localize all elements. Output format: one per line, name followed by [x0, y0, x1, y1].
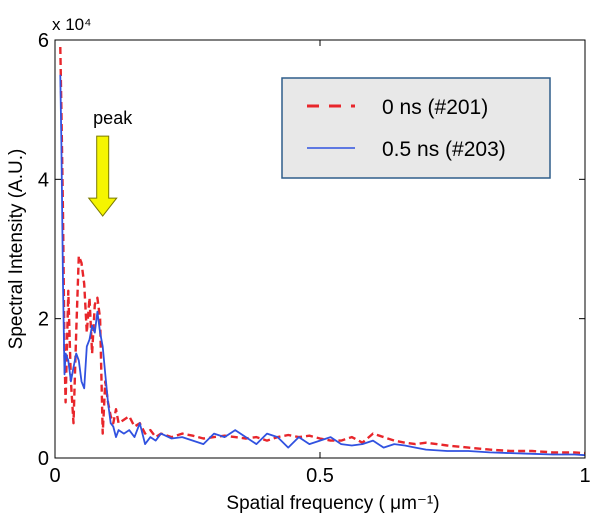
legend-label-1: 0 ns (#201)	[382, 96, 488, 119]
legend-label-2: 0.5 ns (#203)	[382, 138, 506, 161]
legend-box	[281, 77, 551, 179]
peak-annotation-label: peak	[93, 108, 133, 128]
y-tick-label: 0	[38, 448, 49, 470]
y-tick-label: 4	[38, 169, 49, 191]
x-tick-label: 1	[579, 465, 590, 487]
peak-arrow-icon	[87, 135, 118, 217]
y-tick-label: 2	[38, 309, 49, 331]
x-tick-label: 0	[49, 465, 60, 487]
y-tick-label: 6	[38, 30, 49, 52]
y-axis-label: Spectral Intensity (A.U.)	[6, 149, 27, 350]
x-axis-label: Spatial frequency ( μm⁻¹)	[226, 493, 439, 514]
x-tick-label: 0.5	[306, 465, 334, 487]
series-line-2	[59, 74, 586, 457]
y-multiplier-label: x 10⁴	[52, 15, 91, 34]
